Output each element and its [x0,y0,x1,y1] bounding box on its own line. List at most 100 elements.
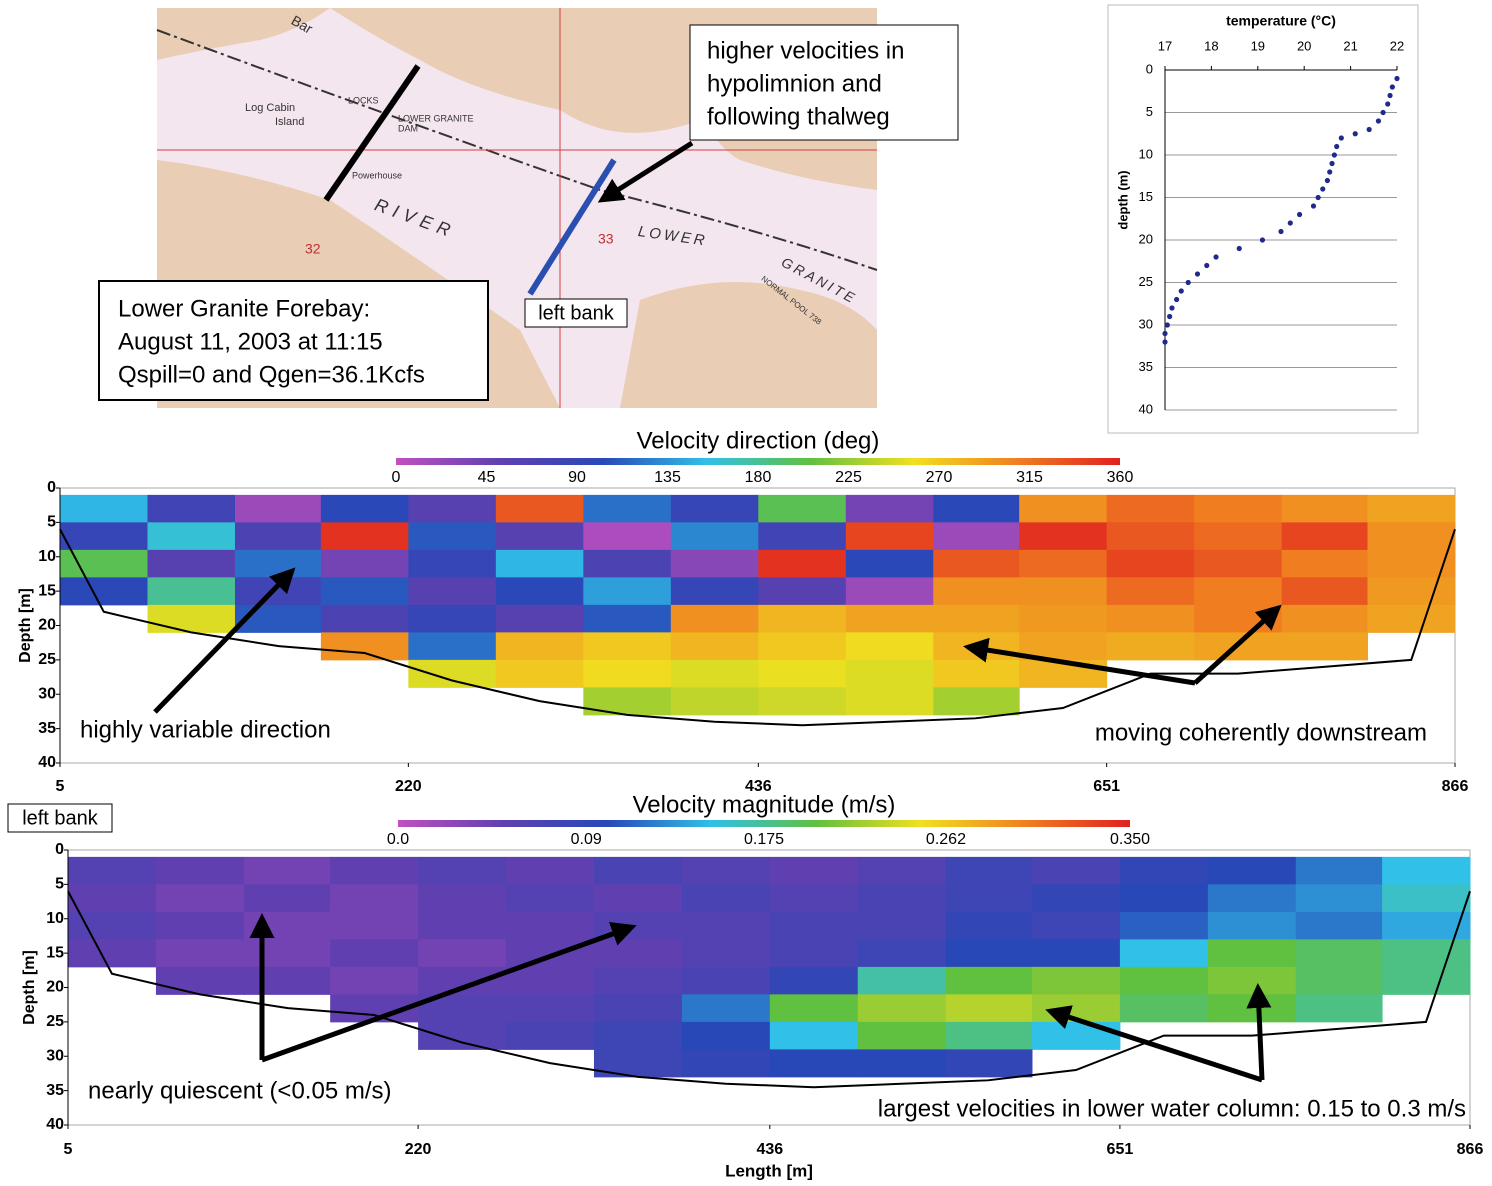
heatmap-cell [495,604,584,633]
heatmap-cell [1207,939,1297,968]
heatmap-cell [857,884,947,913]
heatmap-cell [1194,494,1283,523]
y-tick-label: 35 [1139,359,1153,374]
hill [620,282,877,408]
heatmap-cell [933,687,1020,716]
heatmap-cell [945,939,1033,968]
heatmap-cell [593,939,683,968]
heatmap-cell [1207,856,1297,885]
map-label: 32 [305,241,321,257]
arrow [963,637,1196,686]
y-tick-label: 40 [1139,401,1153,416]
data-point [1194,271,1201,277]
data-point [1331,152,1337,158]
heatmap-cell [234,549,322,578]
heatmap-cell [1295,884,1383,913]
heatmap-cell [583,522,672,551]
data-point [1278,228,1284,235]
annotation: nearly quiescent (<0.05 m/s) [88,1077,391,1104]
y-tick-label: 10 [46,910,64,927]
heatmap-cell [155,911,245,940]
heatmap-cell [506,1021,595,1050]
heatmap-cell [845,494,934,523]
heatmap-cell [681,994,771,1023]
heatmap-cell [583,549,672,578]
heatmap-cell [60,577,148,606]
heatmap-cell [506,994,595,1023]
map-label: Log Cabin [245,102,295,114]
data-point [1324,177,1330,184]
x-tick-label: 866 [1457,1141,1484,1158]
heatmap-cell [506,856,595,885]
colorbar [396,458,1120,465]
data-point [1338,135,1344,141]
heatmap-cell [1295,856,1383,885]
heatmap-cell [320,604,409,633]
heatmap-cell [506,911,595,940]
heatmap-cell [495,632,584,661]
data-point [1380,109,1386,116]
heatmap-cell [408,549,497,578]
heatmap-cell [320,577,409,606]
dam-line [323,64,421,202]
heatmap-cell [68,911,157,940]
heatmap-cell [408,632,497,661]
heatmap-cell [1194,549,1283,578]
heatmap-cell [68,884,157,913]
x-tick-label: 22 [1390,38,1404,53]
heatmap-cell [1281,522,1369,551]
heatmap-cell [1382,966,1471,995]
y-tick-label: 30 [38,685,56,702]
heatmap-cell [857,1021,947,1050]
heatmap-cell [234,494,322,523]
heatmap-cell [933,577,1020,606]
heatmap-cell [234,577,322,606]
data-point [1385,101,1391,107]
info-text: Lower Granite Forebay: [118,295,370,322]
x-tick-label: 21 [1343,38,1357,53]
heatmap-cell [418,884,507,913]
heatmap-cell [1367,494,1456,523]
heatmap-cell [758,549,847,578]
heatmap-cell [845,687,934,716]
data-point [1296,211,1303,218]
heatmap-cell [1295,966,1383,995]
heatmap-cell [1106,632,1195,661]
data-point [1366,126,1372,133]
heatmap-cell [1031,939,1121,968]
heatmap-cell [60,522,148,551]
bank-label: left bank [22,807,99,829]
note-text: hypolimnion and [707,70,882,97]
heatmap-cell [681,1021,771,1050]
heatmap-cell [583,494,672,523]
colorbar-tick-label: 0.09 [571,831,602,848]
data-point [1375,118,1382,124]
colorbar [398,820,1130,827]
y-tick-label: 0 [47,479,56,496]
heatmap-cell [769,966,859,995]
heatmap-cell [945,1021,1033,1050]
heatmap-cell [845,632,934,661]
heatmap-cell [320,522,409,551]
data-point [1162,330,1168,337]
heatmap-cell [1382,884,1471,913]
heatmap-cell [1207,994,1297,1023]
heatmap-cell [670,687,759,716]
river-bottom [59,528,1456,727]
heatmap-cell [330,856,419,885]
x-tick-label: 651 [1093,778,1120,795]
x-tick-label: 220 [405,1141,432,1158]
heatmap-cell [1207,884,1297,913]
x-tick-label: 20 [1297,38,1311,53]
arrow [1246,983,1272,1081]
heatmap-cell [845,604,934,633]
heatmap-cell [583,659,672,688]
heatmap-cell [243,939,331,968]
y-tick-label: 15 [38,582,56,599]
heatmap-cell [933,522,1020,551]
heatmap-cell [857,856,947,885]
hill [330,8,700,133]
y-tick-label: 0 [1146,61,1153,76]
colorbar-tick-label: 225 [835,469,862,486]
heatmap-cell [681,884,771,913]
